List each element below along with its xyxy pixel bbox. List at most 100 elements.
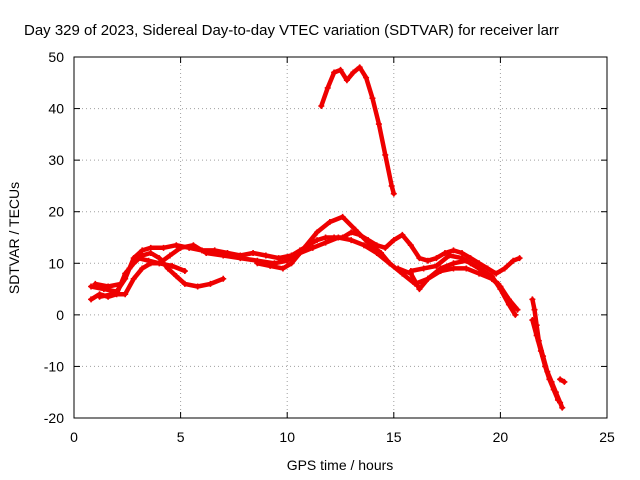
data-point [207, 280, 214, 287]
data-point [348, 229, 355, 236]
x-axis-label: GPS time / hours [287, 457, 394, 473]
data-point [122, 291, 129, 298]
data-point [88, 283, 95, 290]
data-point [433, 262, 440, 269]
data-point [322, 239, 329, 246]
data-point [331, 69, 338, 76]
series-s10 [529, 317, 561, 403]
data-point [173, 242, 180, 249]
data-point [531, 306, 538, 313]
data-point [160, 244, 167, 251]
data-point [559, 404, 566, 411]
data-point [181, 268, 188, 275]
series-s11 [557, 376, 568, 385]
data-point [467, 255, 474, 262]
data-point [288, 260, 295, 267]
data-point [433, 255, 440, 262]
data-point [220, 252, 227, 259]
series-line [319, 65, 397, 196]
data-point [173, 273, 180, 280]
data-point [318, 102, 325, 109]
data-point [134, 255, 141, 262]
data-point [480, 268, 487, 275]
series-s9 [529, 296, 566, 411]
data-point [322, 234, 329, 241]
y-axis-label: SDTVAR / TECUs [6, 182, 22, 294]
data-point [147, 244, 154, 251]
data-point [105, 283, 112, 290]
data-point [360, 242, 367, 249]
data-point [395, 265, 402, 272]
x-tick-label: 20 [493, 429, 509, 445]
data-point [476, 270, 483, 277]
x-tick-label: 10 [279, 429, 295, 445]
y-tick-label: -20 [44, 410, 64, 426]
axis-ticks: 0 5 10 15 20 25 -20 -10 0 10 20 30 40 50 [44, 49, 615, 445]
data-point [450, 260, 457, 267]
data-point [386, 260, 393, 267]
data-point [424, 257, 431, 264]
data-point [512, 311, 519, 318]
data-point [424, 275, 431, 282]
data-point [495, 280, 502, 287]
data-point [557, 376, 564, 383]
data-point [220, 275, 227, 282]
data-point [88, 296, 95, 303]
data-point [375, 121, 382, 128]
data-point [339, 213, 346, 220]
data-point [446, 252, 453, 259]
data-point [147, 260, 154, 267]
data-point [488, 275, 495, 282]
data-point [550, 386, 557, 393]
data-point [365, 239, 372, 246]
data-point [314, 229, 321, 236]
y-tick-label: 0 [56, 307, 64, 323]
data-point [130, 275, 137, 282]
y-tick-label: 40 [48, 101, 64, 117]
data-point [476, 260, 483, 267]
data-point [407, 242, 414, 249]
data-point [533, 332, 540, 339]
data-point [203, 249, 210, 256]
data-point [96, 293, 103, 300]
data-point [382, 151, 389, 158]
data-point [190, 242, 197, 249]
data-point [529, 317, 536, 324]
data-point [181, 280, 188, 287]
data-point [407, 268, 414, 275]
data-point [399, 231, 406, 238]
data-point [542, 363, 549, 370]
data-point [493, 270, 500, 277]
data-point [390, 237, 397, 244]
x-tick-label: 15 [386, 429, 402, 445]
series-s8 [318, 64, 397, 197]
data-point [537, 347, 544, 354]
data-point [301, 244, 308, 251]
data-point [139, 247, 146, 254]
data-point [484, 265, 491, 272]
data-point [267, 262, 274, 269]
data-point [378, 249, 385, 256]
data-point [335, 234, 342, 241]
data-point [343, 77, 350, 84]
data-point [356, 64, 363, 71]
plot-frame [73, 56, 608, 419]
chart-title: Day 329 of 2023, Sidereal Day-to-day VTE… [24, 22, 559, 39]
data-point [450, 247, 457, 254]
x-tick-label: 25 [599, 429, 615, 445]
data-point [350, 69, 357, 76]
series-s4 [96, 260, 188, 300]
x-tick-label: 0 [70, 429, 78, 445]
data-point [169, 262, 176, 269]
data-point [459, 255, 466, 262]
y-tick-label: 50 [48, 49, 64, 65]
data-point [275, 255, 282, 262]
y-tick-label: 30 [48, 152, 64, 168]
data-point [497, 286, 504, 293]
data-point [254, 260, 261, 267]
data-point [546, 376, 553, 383]
data-point [177, 244, 184, 251]
data-point [463, 265, 470, 272]
data-point [505, 301, 512, 308]
